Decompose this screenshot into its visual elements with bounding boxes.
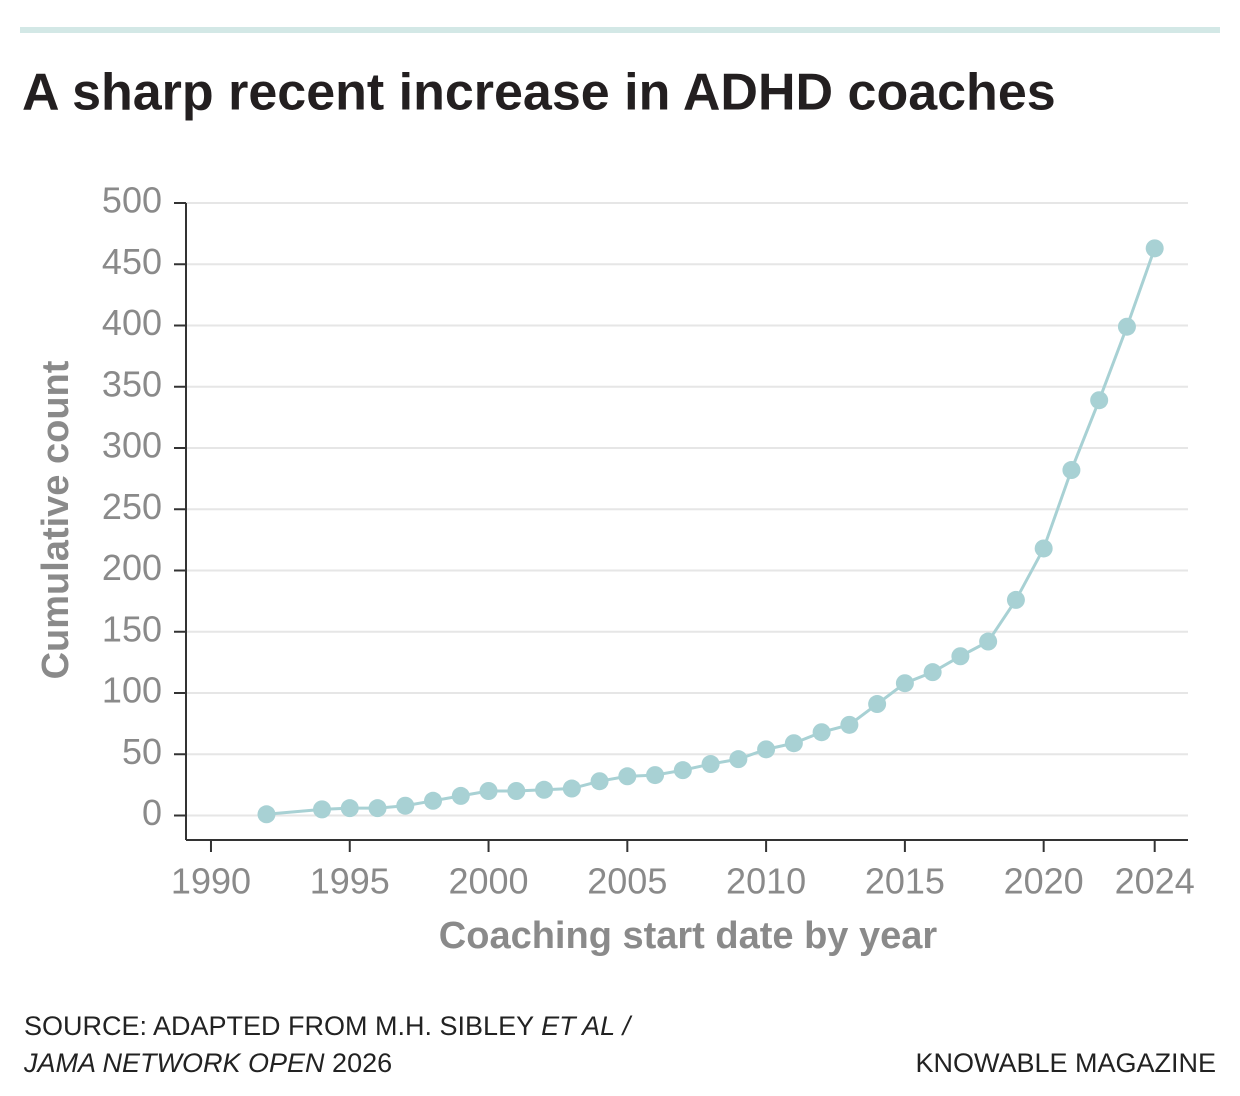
marker [646,766,665,785]
marker [840,715,859,734]
x-tick-label: 1990 [171,861,251,902]
y-tick-label: 50 [122,731,162,772]
marker [729,750,748,769]
marker [368,799,387,818]
marker [1090,391,1109,410]
marker [451,786,470,805]
source-text: 2026 [332,1048,393,1078]
marker [590,772,609,791]
credit: KNOWABLE MAGAZINE [915,1048,1216,1078]
y-tick-label: 200 [102,547,162,588]
marker [812,723,831,742]
marker [868,695,887,714]
marker [951,647,970,666]
marker [313,800,332,819]
source-text: SOURCE: ADAPTED FROM M.H. SIBLEY [24,1011,534,1041]
marker [535,780,554,799]
chart-title: A sharp recent increase in ADHD coaches [22,64,1056,122]
marker [562,779,581,798]
y-tick-label: 250 [102,486,162,527]
y-tick-label: 450 [102,241,162,282]
y-tick-label: 500 [102,180,162,221]
y-tick-label: 300 [102,425,162,466]
source-text: / [622,1011,631,1041]
marker [396,796,415,815]
y-tick-label: 150 [102,608,162,649]
x-tick-label: 2024 [1115,861,1195,902]
marker [979,632,998,651]
x-axis-label: Coaching start date by year [439,915,938,957]
x-tick-label: 2000 [448,861,528,902]
x-tick-label: 2010 [726,861,806,902]
x-tick-label: 2015 [865,861,945,902]
marker [507,782,526,800]
marker [757,740,776,759]
source-text: JAMA NETWORK OPEN [24,1048,325,1078]
top-rule [20,27,1220,33]
line [266,247,1157,816]
marker [479,782,498,800]
marker [1062,461,1081,480]
y-tick-label: 100 [102,670,162,711]
y-tick-label: 350 [102,363,162,404]
marker [784,734,803,753]
marker [701,755,720,774]
marker [1006,590,1025,609]
marker [895,674,914,693]
marker [424,791,443,810]
source: SOURCE: ADAPTED FROM M.H. SIBLEY ET AL /… [24,1008,630,1082]
marker [618,767,637,786]
y-tick-label: 400 [102,302,162,343]
marker [257,805,276,824]
x-tick-label: 2005 [587,861,667,902]
source-text: ET AL [541,1011,616,1041]
marker [1117,317,1136,336]
marker [1034,539,1053,558]
x-tick-label: 2020 [1004,861,1084,902]
marker [340,799,359,818]
marker [923,663,942,682]
x-tick-label: 1995 [310,861,390,902]
chart: A sharp recent increase in ADHD coaches … [20,27,1220,957]
marker [673,761,692,780]
marker [1145,239,1164,258]
y-tick-label: 0 [142,792,162,833]
y-axis-label: Cumulative count [35,360,77,679]
